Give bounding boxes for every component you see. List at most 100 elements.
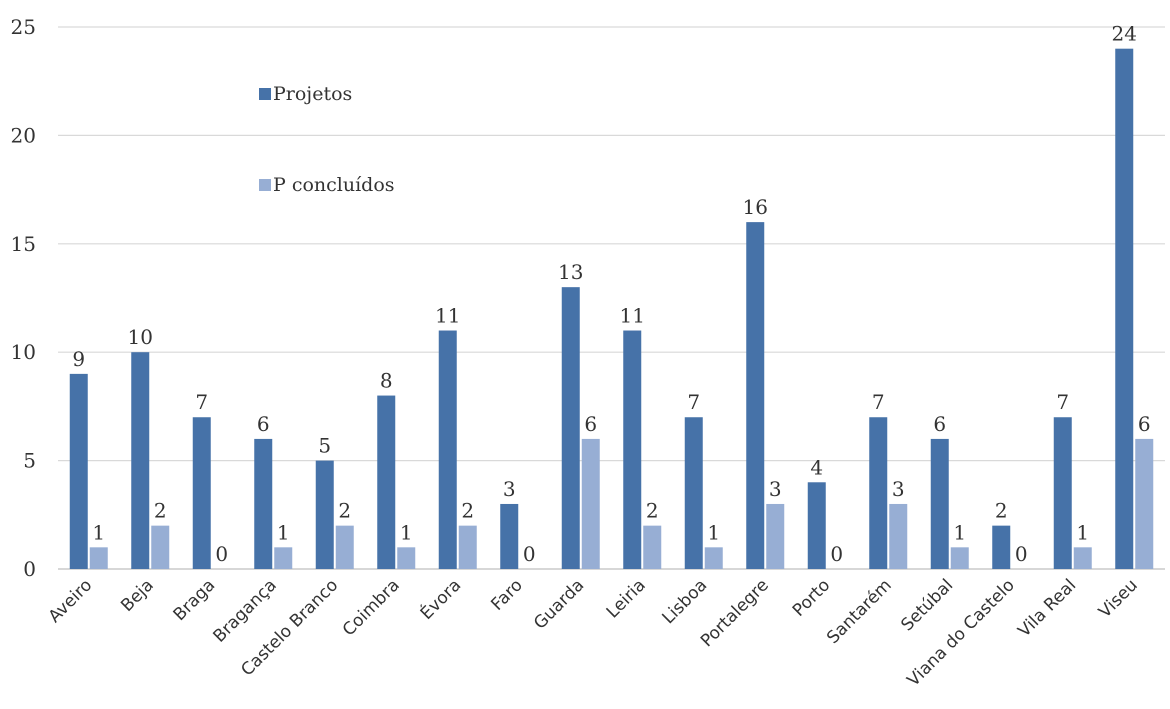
data-label: 4 xyxy=(810,455,823,479)
bar-projetos xyxy=(377,395,396,569)
data-label: 8 xyxy=(380,369,393,393)
y-tick-label: 0 xyxy=(23,557,36,581)
data-label: 7 xyxy=(195,390,208,414)
data-label: 1 xyxy=(707,520,720,544)
data-label: 6 xyxy=(584,412,597,436)
x-tick-label: Évora xyxy=(415,574,465,624)
bar-projetos xyxy=(561,287,580,569)
legend-swatch xyxy=(259,179,271,191)
bar-p-concluidos xyxy=(950,547,969,569)
data-label: 1 xyxy=(277,520,290,544)
bar-projetos xyxy=(500,503,519,569)
data-labels: 9110270615281112301361127116340736120712… xyxy=(72,22,1150,566)
x-tick-label: Viana do Castelo xyxy=(904,575,1019,690)
bar-projetos xyxy=(807,482,826,569)
data-label: 0 xyxy=(523,542,536,566)
bar-projetos xyxy=(69,373,88,569)
x-tick-label: Coimbra xyxy=(339,575,404,640)
x-tick-label: Vila Real xyxy=(1014,575,1080,641)
bar-projetos xyxy=(438,330,457,569)
bar-p-concluidos xyxy=(89,547,108,569)
x-tick-label: Leiria xyxy=(603,575,650,622)
bar-p-concluidos xyxy=(274,547,293,569)
bar-p-concluidos xyxy=(1073,547,1092,569)
x-tick-label: Beja xyxy=(117,575,157,615)
y-tick-label: 15 xyxy=(11,232,36,256)
bars xyxy=(69,48,1154,570)
y-tick-label: 25 xyxy=(11,15,36,39)
data-label: 5 xyxy=(318,434,331,458)
data-label: 10 xyxy=(128,325,153,349)
x-tick-label: Setúbal xyxy=(897,575,957,635)
data-label: 3 xyxy=(892,477,905,501)
data-label: 7 xyxy=(1056,390,1069,414)
bar-projetos xyxy=(746,222,765,569)
bar-p-concluidos xyxy=(766,503,785,569)
bar-projetos xyxy=(1053,417,1072,569)
data-label: 1 xyxy=(400,520,413,544)
bar-p-concluidos xyxy=(889,503,908,569)
legend-label: P concluídos xyxy=(273,174,395,196)
data-label: 6 xyxy=(933,412,946,436)
data-label: 2 xyxy=(154,499,167,523)
bar-p-concluidos xyxy=(643,525,662,569)
data-label: 3 xyxy=(503,477,516,501)
bar-p-concluidos xyxy=(397,547,416,569)
data-label: 2 xyxy=(461,499,474,523)
data-label: 13 xyxy=(558,260,583,284)
data-label: 9 xyxy=(72,347,85,371)
data-label: 1 xyxy=(953,520,966,544)
data-label: 1 xyxy=(92,520,105,544)
legend-swatch xyxy=(259,88,271,100)
data-label: 3 xyxy=(769,477,782,501)
bar-p-concluidos xyxy=(335,525,354,569)
bar-projetos xyxy=(930,438,949,569)
x-tick-label: Porto xyxy=(789,575,834,620)
data-label: 7 xyxy=(687,390,700,414)
x-tick-label: Braga xyxy=(170,575,220,625)
bar-p-concluidos xyxy=(458,525,477,569)
bar-projetos xyxy=(684,417,703,569)
data-label: 6 xyxy=(1138,412,1151,436)
bar-projetos xyxy=(192,417,211,569)
data-label: 0 xyxy=(215,542,228,566)
data-label: 1 xyxy=(1076,520,1089,544)
data-label: 6 xyxy=(257,412,270,436)
bar-p-concluidos xyxy=(1135,438,1154,569)
x-tick-label: Guarda xyxy=(530,575,588,633)
data-label: 7 xyxy=(872,390,885,414)
x-tick-label: Viseu xyxy=(1095,575,1142,622)
legend-label: Projetos xyxy=(273,83,352,105)
data-label: 16 xyxy=(743,195,768,219)
data-label: 2 xyxy=(995,499,1008,523)
bar-projetos xyxy=(869,417,888,569)
bar-projetos xyxy=(315,460,334,569)
data-label: 0 xyxy=(830,542,843,566)
y-axis-ticks: 0 5 10 15 20 25 xyxy=(11,15,36,581)
bar-projetos xyxy=(1115,48,1134,570)
bar-projetos xyxy=(992,525,1011,569)
x-tick-label: Santarém xyxy=(823,575,896,648)
y-tick-label: 5 xyxy=(23,449,36,473)
data-label: 24 xyxy=(1112,22,1137,46)
x-tick-label: Lisboa xyxy=(658,575,711,628)
data-label: 11 xyxy=(435,304,460,328)
data-label: 2 xyxy=(646,499,659,523)
bar-p-concluidos xyxy=(704,547,723,569)
bar-p-concluidos xyxy=(151,525,170,569)
data-label: 0 xyxy=(1015,542,1028,566)
bar-projetos xyxy=(254,438,273,569)
x-tick-label: Aveiro xyxy=(45,575,97,627)
gridlines xyxy=(58,26,1165,570)
y-tick-label: 10 xyxy=(11,340,36,364)
legend: Projetos P concluídos xyxy=(259,83,395,196)
bar-projetos xyxy=(623,330,642,569)
bar-projetos xyxy=(131,352,150,569)
data-label: 2 xyxy=(338,499,351,523)
x-tick-label: Faro xyxy=(487,575,526,614)
y-tick-label: 20 xyxy=(11,123,36,147)
bar-p-concluidos xyxy=(581,438,600,569)
data-label: 11 xyxy=(620,304,645,328)
